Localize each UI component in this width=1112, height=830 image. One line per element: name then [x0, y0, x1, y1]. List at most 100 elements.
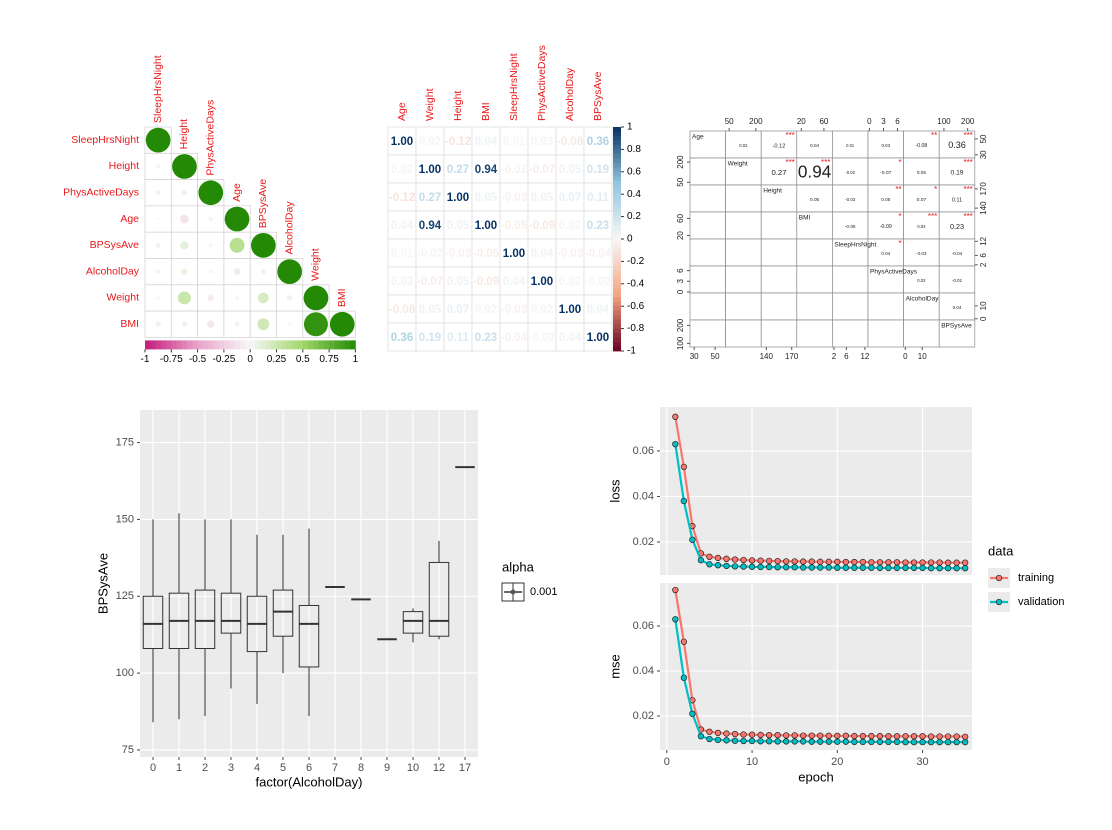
- row-label: SleepHrsNight: [71, 134, 139, 146]
- point: [706, 728, 713, 735]
- corr-circle: [156, 269, 161, 274]
- point: [851, 732, 858, 740]
- panel: [760, 157, 798, 186]
- point: [706, 735, 713, 743]
- point: [800, 564, 807, 571]
- corr-number: -0.09: [473, 276, 499, 288]
- colorbar-step: [613, 171, 621, 177]
- panel: [725, 265, 762, 294]
- corr-number: 0.11: [587, 192, 609, 204]
- point: [885, 738, 892, 746]
- row-label: BMI: [120, 318, 139, 330]
- significance: ***: [785, 158, 794, 167]
- cell: [443, 322, 473, 352]
- colorbar-step: [613, 230, 621, 235]
- column-label: BMI: [336, 288, 348, 307]
- point: [672, 616, 679, 623]
- cell: [499, 294, 529, 324]
- colorbar-step: [613, 247, 621, 253]
- corr-value: -0.02: [845, 170, 855, 175]
- column-label: Age: [396, 102, 408, 121]
- panel-background: [660, 407, 972, 575]
- panel: [689, 292, 726, 321]
- point: [672, 440, 679, 448]
- corr-value: 0.23: [950, 222, 964, 231]
- corr-number: 0.19: [587, 164, 609, 176]
- corr-value: 0.94: [798, 161, 832, 181]
- panel: [903, 157, 940, 186]
- point: [842, 558, 849, 566]
- corr-circle: [156, 217, 160, 221]
- y-tick-label: 0.02: [633, 536, 654, 548]
- colorbar-step: [271, 340, 277, 350]
- point: [791, 564, 798, 571]
- point: [962, 559, 969, 566]
- significance: *: [898, 239, 901, 248]
- colorbar-label: 0: [247, 354, 253, 365]
- corr-number: 0.02: [419, 136, 441, 148]
- corr-number: 0.94: [419, 220, 442, 232]
- panel: [760, 265, 798, 294]
- colorbar-step: [613, 324, 621, 329]
- colorbar-label: 0.8: [627, 144, 641, 155]
- corr-circle: [178, 291, 191, 305]
- cell: [499, 182, 529, 212]
- point: [927, 738, 935, 746]
- colorbar-step: [318, 340, 325, 350]
- point: [919, 559, 926, 566]
- y-tick-label: 0.04: [633, 490, 654, 502]
- point: [774, 738, 781, 745]
- x-tick-label: 0: [903, 352, 908, 361]
- point: [910, 738, 918, 746]
- column-label: Age: [231, 183, 243, 202]
- panel: [903, 319, 940, 348]
- colorbar-step: [613, 162, 621, 168]
- cell: [415, 126, 445, 156]
- y-tick-label: 170: [979, 182, 988, 196]
- corr-circle: [229, 237, 245, 253]
- point: [962, 565, 969, 572]
- point: [893, 564, 901, 572]
- colorbar-label: -1: [627, 346, 636, 357]
- cell: [415, 322, 445, 352]
- colorbar-label: 0.4: [627, 189, 641, 200]
- cell: [555, 154, 585, 184]
- corr-number: -0.09: [529, 220, 555, 232]
- point: [731, 556, 739, 563]
- cell: [527, 126, 557, 156]
- colorbar-step: [292, 340, 298, 350]
- point: [953, 733, 960, 740]
- colorbar-step: [613, 239, 621, 244]
- column-label: Weight: [424, 88, 436, 121]
- significance: ***: [928, 212, 937, 221]
- cell: [387, 238, 417, 268]
- panel-background: [660, 583, 972, 750]
- colorbar-step: [613, 189, 621, 195]
- corr-circle: [156, 296, 160, 300]
- cell: [170, 284, 198, 312]
- corr-number: 0.05: [559, 164, 582, 176]
- corr-number: 0.05: [447, 276, 470, 288]
- corr-number: 0.36: [391, 332, 413, 344]
- panel: [867, 265, 904, 294]
- y-tick-label: 12: [979, 236, 988, 245]
- variable-label: PhysActiveDays: [870, 269, 918, 276]
- point: [774, 731, 781, 739]
- point: [893, 733, 901, 740]
- point: [868, 564, 875, 571]
- colorbar-step: [613, 337, 621, 343]
- corr-number: 0.01: [503, 136, 526, 148]
- x-tick-label: 170: [785, 352, 799, 361]
- point: [953, 565, 960, 572]
- colorbar-step: [613, 252, 621, 258]
- cell: [555, 322, 585, 352]
- panel: [867, 130, 904, 159]
- colorbar-step: [613, 225, 621, 231]
- panel: [832, 319, 869, 348]
- point: [834, 564, 841, 571]
- corr-number: -0.02: [501, 164, 527, 176]
- point: [714, 729, 722, 737]
- y-tick-label: 75: [122, 744, 134, 756]
- corr-circle: [303, 312, 328, 337]
- corr-value: 0.11: [952, 197, 962, 203]
